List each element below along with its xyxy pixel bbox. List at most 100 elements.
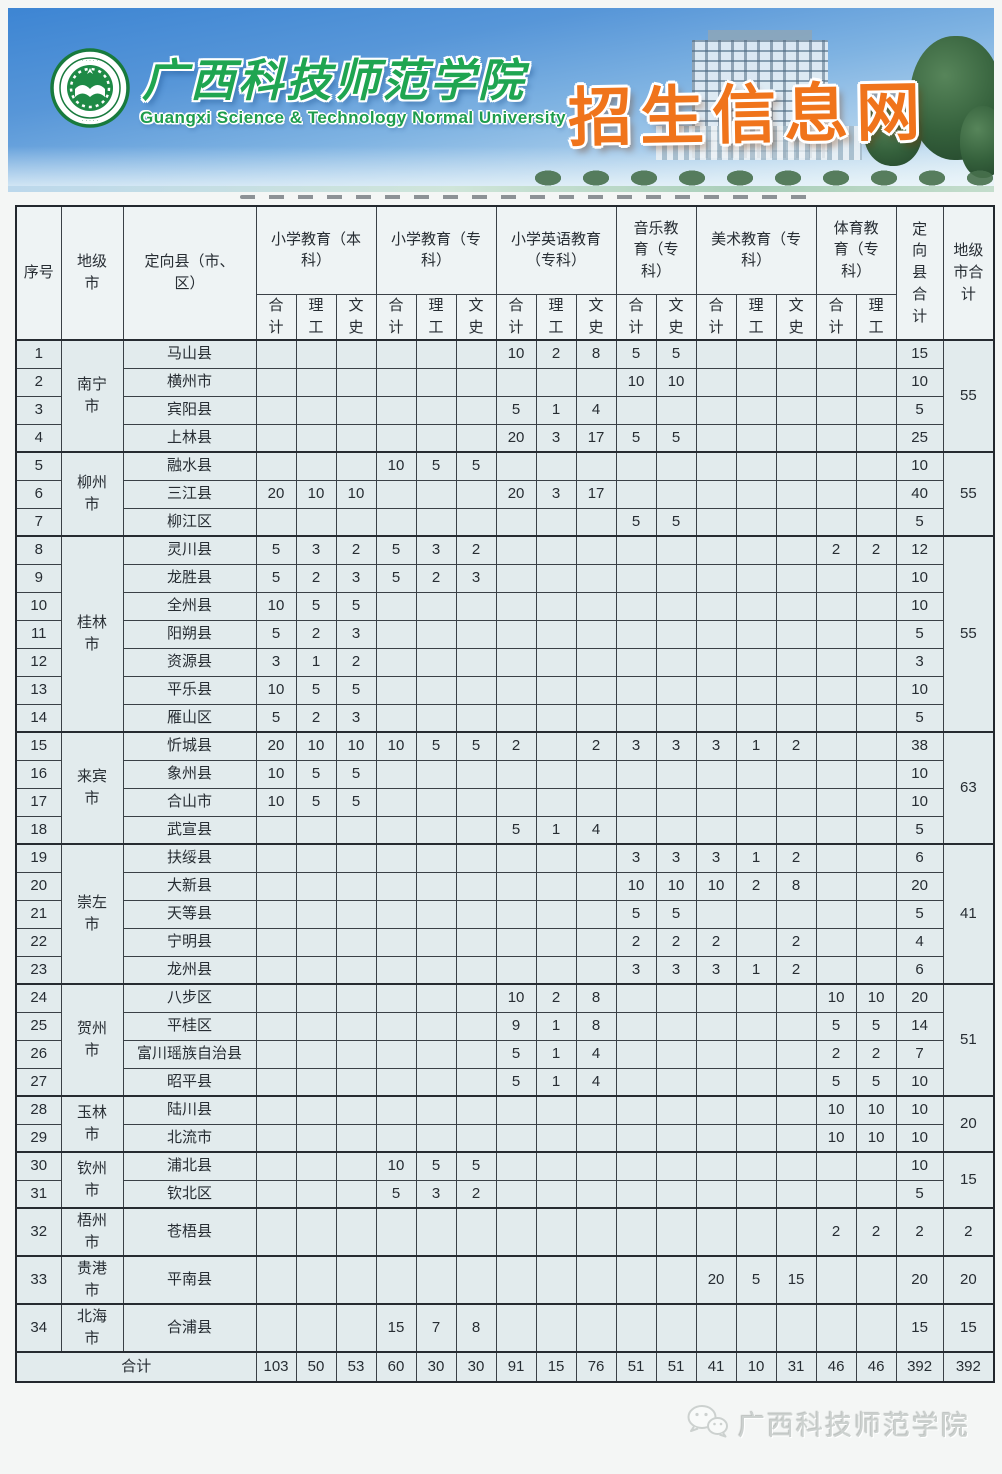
campus-building-roof bbox=[708, 30, 812, 42]
county-cell: 资源县 bbox=[122, 647, 257, 677]
city-total-cell: 55 bbox=[942, 535, 995, 733]
value-cell bbox=[695, 1303, 737, 1353]
value-cell bbox=[695, 1039, 737, 1069]
table-row: 6 三江县 20 10 10 20 3 17 40 bbox=[15, 479, 994, 509]
value-cell: 5 bbox=[815, 1067, 857, 1097]
value-cell bbox=[775, 815, 817, 845]
value-cell: 5 bbox=[655, 423, 697, 453]
table-row: 9 龙胜县 5 2 3 5 2 3 10 bbox=[15, 563, 994, 593]
value-cell: 4 bbox=[575, 815, 617, 845]
value-cell bbox=[375, 1255, 417, 1305]
value-cell: 10 bbox=[615, 871, 657, 901]
value-cell bbox=[255, 451, 297, 481]
value-cell bbox=[335, 843, 377, 873]
value-cell: 5 bbox=[335, 591, 377, 621]
grand-total-value-cell: 103 bbox=[255, 1351, 297, 1383]
value-cell: 2 bbox=[815, 535, 857, 565]
county-cell: 合山市 bbox=[122, 787, 257, 817]
value-cell bbox=[375, 507, 417, 537]
city-cell: 钦州市 bbox=[60, 1151, 124, 1209]
value-cell bbox=[655, 535, 697, 565]
value-cell: 17 bbox=[575, 479, 617, 509]
value-cell bbox=[575, 1151, 617, 1181]
header-program: 美术教育（专科） bbox=[695, 205, 817, 295]
county-total-cell: 6 bbox=[895, 843, 944, 873]
value-cell bbox=[695, 507, 737, 537]
value-cell bbox=[455, 983, 497, 1013]
value-cell bbox=[295, 1151, 337, 1181]
value-cell bbox=[495, 787, 537, 817]
county-total-cell: 20 bbox=[895, 983, 944, 1013]
value-cell bbox=[495, 1151, 537, 1181]
county-total-cell: 10 bbox=[895, 1123, 944, 1153]
header-city-total: 地级市合计 bbox=[942, 205, 995, 341]
value-cell bbox=[695, 535, 737, 565]
value-cell: 8 bbox=[575, 1011, 617, 1041]
county-total-cell: 15 bbox=[895, 339, 944, 369]
value-cell bbox=[415, 1039, 457, 1069]
value-cell bbox=[295, 955, 337, 985]
county-total-cell: 15 bbox=[895, 1303, 944, 1353]
value-cell bbox=[495, 871, 537, 901]
table-row: 19 崇左市 扶绥县 3 3 3 1 2 6 41 bbox=[15, 843, 995, 985]
value-cell: 5 bbox=[855, 1067, 897, 1097]
value-cell bbox=[415, 871, 457, 901]
row-number-cell: 6 bbox=[15, 479, 62, 509]
value-cell: 3 bbox=[335, 563, 377, 593]
value-cell: 10 bbox=[375, 1151, 417, 1181]
county-cell: 平乐县 bbox=[122, 675, 257, 705]
value-cell bbox=[255, 1303, 297, 1353]
city-cell: 来宾市 bbox=[60, 731, 124, 845]
value-cell bbox=[375, 1123, 417, 1153]
county-total-cell: 20 bbox=[895, 1255, 944, 1305]
value-cell: 10 bbox=[855, 1095, 897, 1125]
value-cell bbox=[375, 591, 417, 621]
value-cell bbox=[495, 563, 537, 593]
value-cell: 5 bbox=[415, 1151, 457, 1181]
value-cell bbox=[335, 367, 377, 397]
value-cell bbox=[695, 591, 737, 621]
row-number-cell: 9 bbox=[15, 563, 62, 593]
value-cell: 3 bbox=[615, 955, 657, 985]
value-cell bbox=[575, 787, 617, 817]
value-cell bbox=[575, 1255, 617, 1305]
wechat-icon bbox=[686, 1404, 728, 1443]
header-county: 定向县（市、区） bbox=[122, 205, 257, 341]
value-cell bbox=[415, 703, 457, 733]
value-cell: 2 bbox=[775, 731, 817, 761]
value-cell bbox=[815, 339, 857, 369]
row-number-cell: 27 bbox=[15, 1067, 62, 1097]
value-cell bbox=[295, 367, 337, 397]
enrollment-table-wrap: 序号 地级市 定向县（市、区） 小学教育（本科） 小学教育（专科） 小学英语教育… bbox=[15, 205, 996, 1383]
value-cell: 5 bbox=[455, 1151, 497, 1181]
value-cell bbox=[415, 1123, 457, 1153]
value-cell bbox=[695, 1095, 737, 1125]
value-cell: 5 bbox=[615, 423, 657, 453]
value-cell: 5 bbox=[455, 451, 497, 481]
value-cell bbox=[455, 479, 497, 509]
header-program: 音乐教育（专科） bbox=[615, 205, 697, 295]
value-cell bbox=[375, 843, 417, 873]
value-cell bbox=[375, 955, 417, 985]
table-row: 24 贺州市 八步区 10 2 8 10 10 20 51 bbox=[15, 983, 995, 1097]
enrollment-plan-table: 序号 地级市 定向县（市、区） 小学教育（本科） 小学教育（专科） 小学英语教育… bbox=[15, 205, 996, 1383]
row-number-cell: 10 bbox=[15, 591, 62, 621]
value-cell bbox=[415, 675, 457, 705]
value-cell bbox=[295, 871, 337, 901]
value-cell bbox=[335, 507, 377, 537]
value-cell bbox=[295, 1095, 337, 1125]
value-cell bbox=[255, 507, 297, 537]
value-cell: 3 bbox=[535, 423, 577, 453]
table-row: 21 天等县 5 5 5 bbox=[15, 899, 994, 929]
value-cell bbox=[775, 787, 817, 817]
grand-total-value-cell: 50 bbox=[295, 1351, 337, 1383]
value-cell bbox=[695, 983, 737, 1013]
value-cell bbox=[575, 955, 617, 985]
value-cell bbox=[535, 619, 577, 649]
header-seq: 序号 bbox=[15, 205, 62, 341]
value-cell bbox=[735, 759, 777, 789]
clipped-title-fragment bbox=[240, 195, 820, 199]
value-cell bbox=[495, 703, 537, 733]
row-number-cell: 32 bbox=[15, 1207, 62, 1257]
county-cell: 天等县 bbox=[122, 899, 257, 929]
